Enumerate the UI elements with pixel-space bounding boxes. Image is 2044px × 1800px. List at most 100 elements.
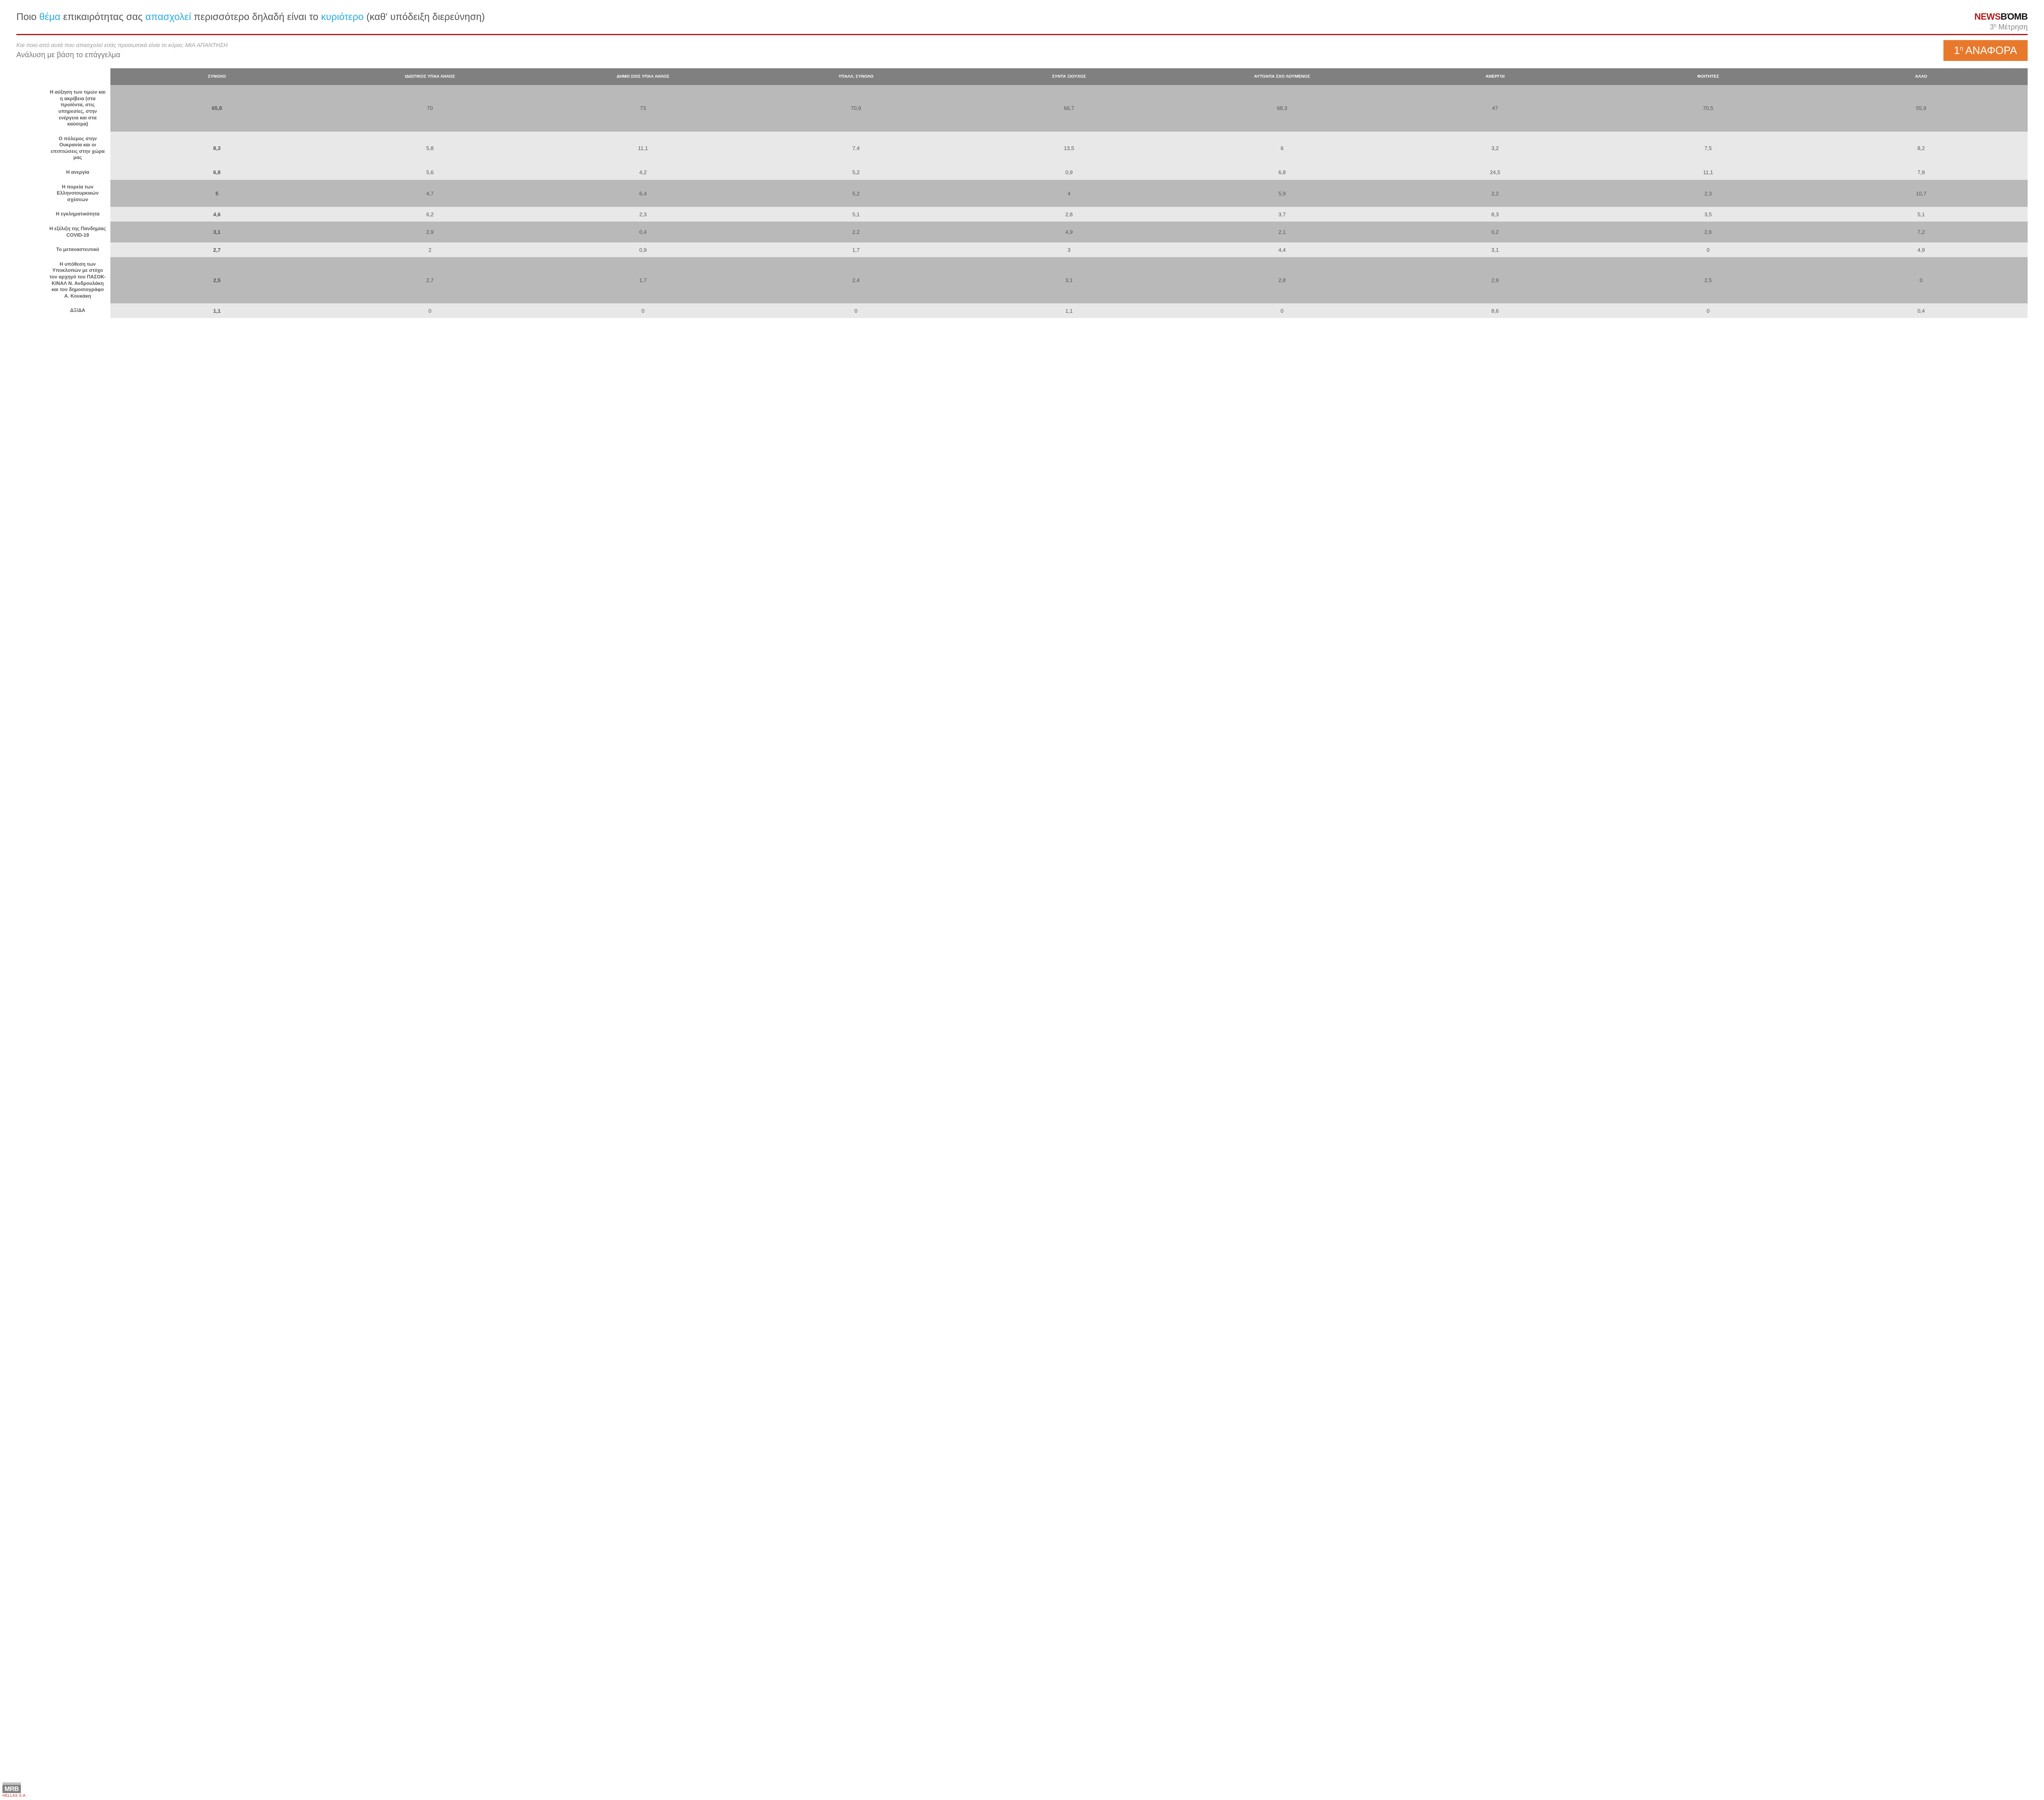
table-row: Η υπόθεση των Υποκλοπών με στόχο τον αρχ… xyxy=(45,257,2028,304)
cell-value: 5 xyxy=(110,180,323,207)
cell-value: 70,9 xyxy=(749,85,962,132)
cell-value: 0 xyxy=(536,303,749,318)
cell-value: 0,4 xyxy=(1815,303,2028,318)
brand-bomb: BΌMB xyxy=(2001,11,2028,22)
cell-value: 2,2 xyxy=(749,222,962,242)
analysis-basis: Ανάλυση με βάση το επάγγελμα xyxy=(16,51,1943,59)
table-row: Η αύξηση των τιμών και η ακρίβεια (στα π… xyxy=(45,85,2028,132)
cell-value: 73 xyxy=(536,85,749,132)
cell-value: 4,9 xyxy=(1815,242,2028,257)
measurement-word: Μέτρηση xyxy=(1997,23,2028,31)
column-header: ΑΥΤΟΑΠΑ ΣΧΟ ΛΟΥΜΕΝΟΣ xyxy=(1176,68,1389,85)
title-text: περισσότερο δηλαδή είναι το xyxy=(191,11,321,22)
column-header: ΑΛΛΟ xyxy=(1815,68,2028,85)
cell-value: 8,3 xyxy=(110,132,323,165)
cell-value: 4,6 xyxy=(110,207,323,222)
table-row: Η πορεία των Ελληνοτουρκικών σχέσεων54,7… xyxy=(45,180,2028,207)
cell-value: 4,2 xyxy=(536,165,749,180)
cell-value: 3,2 xyxy=(1389,132,1602,165)
brand-logo: NEWSBΌMB xyxy=(1975,11,2028,22)
table-head: ΣΥΝΟΛΟΙΔΙΩΤΙΚΟΣ ΥΠΑΛ ΛΗΛΟΣΔΗΜΟ ΣΙΟΣ ΥΠΑΛ… xyxy=(45,68,2028,85)
cell-value: 2,4 xyxy=(749,257,962,304)
row-label: Η εγκληματικότητα xyxy=(45,207,110,222)
cell-value: 70,5 xyxy=(1602,85,1815,132)
title-highlight: κυριότερο xyxy=(321,11,363,22)
cell-value: 1,1 xyxy=(962,303,1175,318)
brand-news: NEWS xyxy=(1975,11,2001,22)
cell-value: 0 xyxy=(323,303,536,318)
cell-value: 2,5 xyxy=(1602,257,1815,304)
cell-value: 0,4 xyxy=(536,222,749,242)
row-label: Η ανεργία xyxy=(45,165,110,180)
measurement-num: 3 xyxy=(1990,23,1994,31)
title-text: Ποιο xyxy=(16,11,39,22)
row-label: Η εξέλιξη της Πανδημίας COVID-19 xyxy=(45,222,110,242)
table-container: ΣΥΝΟΛΟΙΔΙΩΤΙΚΟΣ ΥΠΑΛ ΛΗΛΟΣΔΗΜΟ ΣΙΟΣ ΥΠΑΛ… xyxy=(16,68,2028,318)
cell-value: 6,4 xyxy=(536,180,749,207)
cell-value: 68,3 xyxy=(1176,85,1389,132)
row-label: ΔΞ/ΔΑ xyxy=(45,303,110,318)
cell-value: 70 xyxy=(323,85,536,132)
cell-value: 4,9 xyxy=(962,222,1175,242)
cell-value: 1,7 xyxy=(536,257,749,304)
cell-value: 5,6 xyxy=(323,165,536,180)
column-header: ΙΔΙΩΤΙΚΟΣ ΥΠΑΛ ΛΗΛΟΣ xyxy=(323,68,536,85)
table-row: Η εγκληματικότητα4,66,22,35,12,83,78,33,… xyxy=(45,207,2028,222)
cell-value: 65,8 xyxy=(110,85,323,132)
column-header: ΔΗΜΟ ΣΙΟΣ ΥΠΑΛ ΛΗΛΟΣ xyxy=(536,68,749,85)
cell-value: 2,9 xyxy=(323,222,536,242)
cell-value: 10,7 xyxy=(1815,180,2028,207)
cell-value: 3,1 xyxy=(962,257,1175,304)
cell-value: 0,2 xyxy=(1389,222,1602,242)
table-row: Η εξέλιξη της Πανδημίας COVID-193,12,90,… xyxy=(45,222,2028,242)
cell-value: 2,1 xyxy=(1176,222,1389,242)
cell-value: 6,8 xyxy=(1176,165,1389,180)
cell-value: 5,2 xyxy=(749,180,962,207)
title-highlight: θέμα xyxy=(39,11,61,22)
title-text: επικαιρότητας σας xyxy=(61,11,146,22)
cell-value: 5,8 xyxy=(323,132,536,165)
cell-value: 8,2 xyxy=(1815,132,2028,165)
note-text: Και ποιο από αυτά που απασχολεί εσάς προ… xyxy=(16,42,185,48)
question-note: Και ποιο από αυτά που απασχολεί εσάς προ… xyxy=(16,42,1943,48)
cell-value: 0 xyxy=(1602,303,1815,318)
cell-value: 5,9 xyxy=(1176,180,1389,207)
cell-value: 0 xyxy=(1176,303,1389,318)
cell-value: 4,4 xyxy=(1176,242,1389,257)
table-row: ΔΞ/ΔΑ1,10001,108,600,4 xyxy=(45,303,2028,318)
cell-value: 5,1 xyxy=(749,207,962,222)
row-label: Ο πόλεμος στην Ουκρανία και οι επιπτώσει… xyxy=(45,132,110,165)
cell-value: 2,9 xyxy=(1389,257,1602,304)
title-text: (καθ' υπόδειξη διερεύνηση) xyxy=(364,11,485,22)
cell-value: 7,8 xyxy=(1815,165,2028,180)
cell-value: 0 xyxy=(749,303,962,318)
cell-value: 24,5 xyxy=(1389,165,1602,180)
column-header: ΦΟΙΤΗΤΕΣ xyxy=(1602,68,1815,85)
cell-value: 2 xyxy=(323,242,536,257)
page-title: Ποιο θέμα επικαιρότητας σας απασχολεί πε… xyxy=(16,11,1975,23)
cell-value: 66,7 xyxy=(962,85,1175,132)
cell-value: 4 xyxy=(962,180,1175,207)
cell-value: 8,6 xyxy=(1389,303,1602,318)
cell-value: 11,1 xyxy=(536,132,749,165)
cell-value: 8,3 xyxy=(1389,207,1602,222)
cell-value: 5,2 xyxy=(749,165,962,180)
cell-value: 1,1 xyxy=(110,303,323,318)
cell-value: 6 xyxy=(1176,132,1389,165)
cell-value: 13,5 xyxy=(962,132,1175,165)
cell-value: 3,1 xyxy=(110,222,323,242)
column-header: ΣΥΝΟΛΟ xyxy=(110,68,323,85)
cell-value: 2,5 xyxy=(110,257,323,304)
cell-value: 2,7 xyxy=(323,257,536,304)
mrb-logo: MRB xyxy=(2,1782,21,1793)
row-label: Η πορεία των Ελληνοτουρκικών σχέσεων xyxy=(45,180,110,207)
cell-value: 3,7 xyxy=(1176,207,1389,222)
cell-value: 3,5 xyxy=(1602,207,1815,222)
cell-value: 2,8 xyxy=(962,207,1175,222)
reference-badge: 1η ΑΝΑΦΟΡΑ xyxy=(1943,40,2028,61)
cell-value: 2,3 xyxy=(1602,180,1815,207)
table-row: Ο πόλεμος στην Ουκρανία και οι επιπτώσει… xyxy=(45,132,2028,165)
cell-value: 7,5 xyxy=(1602,132,1815,165)
cell-value: 2,8 xyxy=(1176,257,1389,304)
cell-value: 2,7 xyxy=(110,242,323,257)
